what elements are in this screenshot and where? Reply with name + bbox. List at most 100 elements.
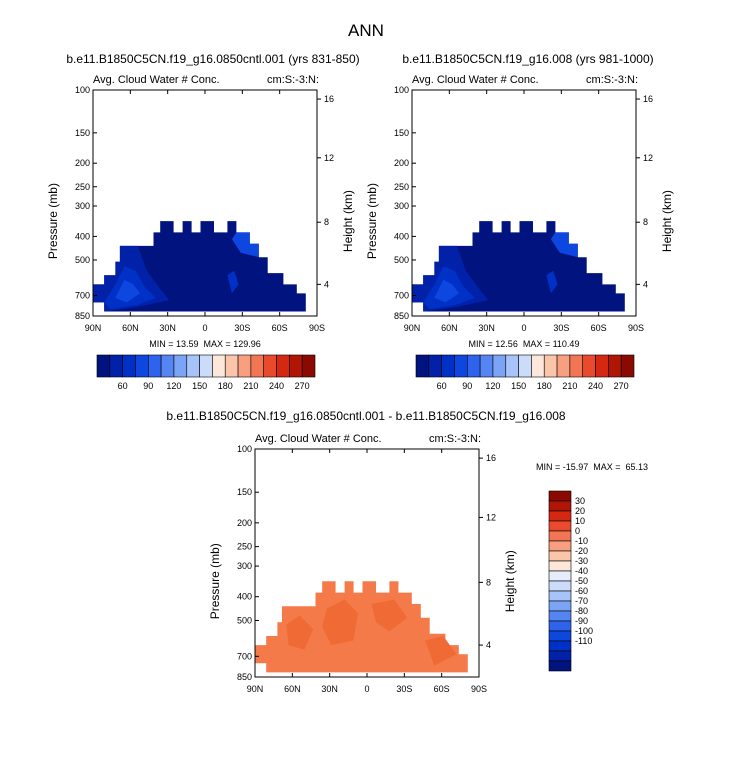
- colorbar-box: [479, 354, 494, 378]
- colorbar-box: [454, 354, 468, 378]
- colorbar-box: [548, 620, 572, 632]
- y2-axis-label: Height (km): [503, 550, 517, 612]
- y-tick-label: 200: [75, 158, 90, 168]
- diff-fill-hi-3: [371, 599, 408, 632]
- x-tick-label: 60S: [591, 323, 607, 333]
- x-tick-label: 60N: [441, 323, 458, 333]
- contour-fill-level-2b: [227, 270, 239, 294]
- y-tick-label: 300: [237, 561, 252, 571]
- colorbar-box: [428, 354, 442, 378]
- diff-fill-hi-1: [286, 615, 314, 650]
- colorbar-label: -30: [575, 556, 588, 566]
- colorbar-label: -50: [575, 576, 588, 586]
- colorbar-box: [608, 354, 622, 378]
- y-tick-label: 100: [75, 85, 90, 95]
- diff-fill-hi-2: [322, 599, 358, 646]
- x-tick-label: 60N: [122, 323, 139, 333]
- x-tick-label: 90N: [247, 684, 264, 694]
- colorbar-box: [212, 354, 226, 378]
- panel-control: b.e11.B1850C5CN.f19_g16.0850cntl.001 (yr…: [46, 52, 360, 391]
- y2-axis-label: Height (km): [660, 190, 674, 252]
- colorbar-box: [548, 540, 572, 552]
- colorbar-label: -10: [575, 536, 588, 546]
- colorbar-box: [548, 580, 572, 592]
- y2-tick-label: 16: [324, 94, 334, 104]
- x-tick-label: 60S: [434, 684, 450, 694]
- contour-fill-level-3: [434, 279, 459, 303]
- colorbar-box: [548, 500, 572, 512]
- colorbar-box: [147, 354, 162, 378]
- contour-field: [255, 581, 468, 673]
- colorbar-label: -20: [575, 546, 588, 556]
- x-tick-label: 0: [364, 684, 369, 694]
- y-tick-label: 150: [394, 128, 409, 138]
- y-tick-label: 200: [394, 158, 409, 168]
- x-tick-label: 30S: [553, 323, 569, 333]
- colorbar-label: 20: [575, 506, 585, 516]
- panel-units-label: cm:S:-3:N:: [586, 74, 638, 86]
- min-max-stats: MIN = 13.59 MAX = 129.96: [149, 339, 261, 349]
- colorbar-label: 120: [485, 381, 500, 391]
- colorbar-label: 240: [588, 381, 603, 391]
- colorbar-box: [548, 630, 572, 642]
- figure-title: ANN: [348, 21, 384, 40]
- y2-tick-label: 4: [486, 640, 491, 650]
- colorbar: 60 90 120 150 180 210 240 270: [415, 354, 635, 391]
- colorbar-box: [224, 354, 239, 378]
- colorbar-box: [122, 354, 136, 378]
- y2-tick-label: 12: [643, 153, 653, 163]
- colorbar-box: [466, 354, 481, 378]
- contour-fill-level-3: [115, 279, 140, 303]
- y2-tick-label: 16: [643, 94, 653, 104]
- diff-fill: [255, 581, 468, 673]
- x-tick-label: 90N: [404, 323, 421, 333]
- y-tick-label: 850: [75, 311, 90, 321]
- colorbar-box: [548, 550, 572, 562]
- colorbar-box: [582, 354, 596, 378]
- colorbar-box: [620, 354, 635, 378]
- y-tick-label: 700: [75, 290, 90, 300]
- panel-case-title: b.e11.B1850C5CN.f19_g16.0850cntl.001 (yr…: [66, 52, 359, 66]
- colorbar: 60 90 120 150 180 210 240 270: [96, 354, 316, 391]
- min-max-stats: MIN = -15.97 MAX = 65.13: [536, 462, 648, 472]
- y2-tick-label: 4: [324, 279, 329, 289]
- colorbar-label: 10: [575, 516, 585, 526]
- colorbar-label: 270: [295, 381, 310, 391]
- colorbar-box: [543, 354, 558, 378]
- colorbar-label: 30: [575, 496, 585, 506]
- y-axis-label: Pressure (mb): [46, 183, 60, 259]
- panel-difference: b.e11.B1850C5CN.f19_g16.0850cntl.001 - b…: [166, 409, 648, 694]
- colorbar-box: [531, 354, 545, 378]
- y2-tick-label: 8: [643, 217, 648, 227]
- colorbar-label: 270: [614, 381, 629, 391]
- colorbar-box: [135, 354, 149, 378]
- panel-test: b.e11.B1850C5CN.f19_g16.008 (yrs 981-100…: [365, 52, 674, 391]
- panel-case-title: b.e11.B1850C5CN.f19_g16.0850cntl.001 - b…: [166, 409, 566, 423]
- y-tick-label: 700: [237, 651, 252, 661]
- colorbar-box: [548, 610, 572, 622]
- colorbar-label: -70: [575, 596, 588, 606]
- colorbar-label: 210: [562, 381, 577, 391]
- colorbar-box: [276, 354, 290, 378]
- y-tick-label: 700: [394, 290, 409, 300]
- colorbar-box: [505, 354, 519, 378]
- colorbar-box: [548, 640, 572, 652]
- colorbar-label: 60: [118, 381, 128, 391]
- colorbar-label: 150: [192, 381, 207, 391]
- y2-tick-label: 12: [486, 512, 496, 522]
- y-tick-label: 100: [394, 85, 409, 95]
- y2-tick-label: 4: [643, 279, 648, 289]
- x-tick-label: 60N: [284, 684, 301, 694]
- y-tick-label: 400: [237, 592, 252, 602]
- colorbar-box: [415, 354, 430, 378]
- panel-field-label: Avg. Cloud Water # Conc.: [412, 74, 539, 86]
- colorbar-label: -40: [575, 566, 588, 576]
- y2-tick-label: 12: [324, 153, 334, 163]
- y-tick-label: 150: [237, 487, 252, 497]
- y-tick-label: 850: [394, 311, 409, 321]
- colorbar-box: [548, 490, 572, 502]
- y-tick-label: 400: [75, 231, 90, 241]
- colorbar-box: [595, 354, 609, 378]
- colorbar-box: [548, 590, 572, 602]
- colorbar-box: [289, 354, 303, 378]
